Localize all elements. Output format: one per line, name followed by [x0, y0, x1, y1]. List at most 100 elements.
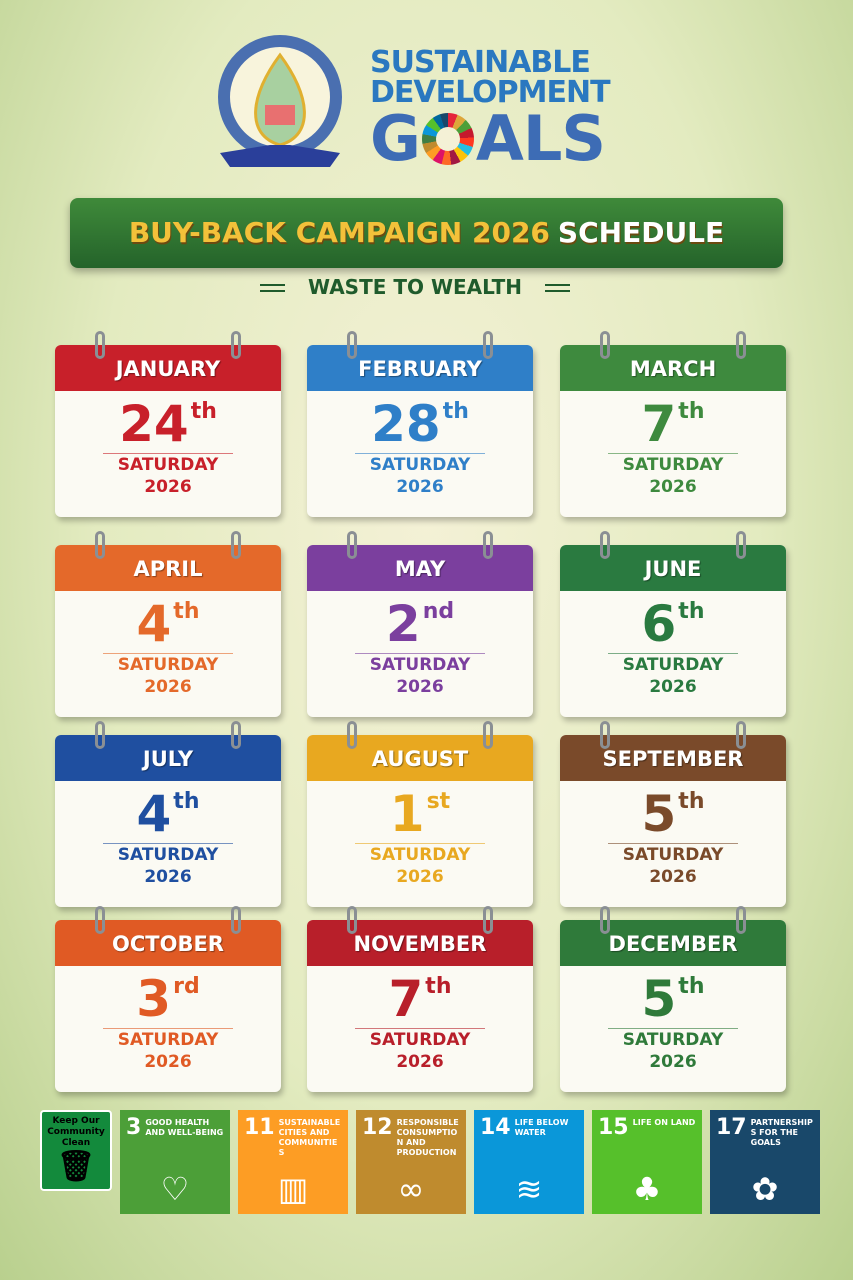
weekday: SATURDAY	[622, 455, 724, 475]
ring-icon	[231, 721, 241, 749]
keep-clean-sign: Keep Our Community Clean 🗑	[40, 1110, 112, 1191]
month-label: SEPTEMBER	[560, 735, 786, 781]
day: 24	[119, 395, 189, 453]
tile-header: 11 SUSTAINABLE CITIES AND COMMUNITIES	[244, 1116, 342, 1158]
day: 5	[641, 970, 677, 1028]
weekday: SATURDAY	[117, 845, 219, 865]
sdg-line1: SUSTAINABLE	[370, 45, 591, 80]
weekday: SATURDAY	[622, 845, 724, 865]
ring-icon	[95, 906, 105, 934]
ring-icon	[600, 906, 610, 934]
ring-icon	[231, 906, 241, 934]
month-label: JANUARY	[55, 345, 281, 391]
weekday: SATURDAY	[369, 455, 471, 475]
sdg-tile-3: 3 GOOD HEALTH AND WELL-BEING ♡	[120, 1110, 230, 1214]
day-suffix: th	[173, 789, 200, 814]
weekday: SATURDAY	[622, 655, 724, 675]
sdg-title: SUSTAINABLE DEVELOPMENT G ALS	[370, 45, 611, 175]
header: SUSTAINABLE DEVELOPMENT G ALS	[200, 30, 620, 180]
divider	[608, 843, 738, 844]
day: 4	[136, 595, 172, 653]
ring-icon	[600, 531, 610, 559]
day: 7	[641, 395, 677, 453]
month-label: OCTOBER	[55, 920, 281, 966]
year: 2026	[144, 677, 192, 697]
day-suffix: st	[426, 789, 451, 814]
divider	[103, 453, 233, 454]
ring-icon	[736, 531, 746, 559]
ring-icon	[95, 721, 105, 749]
year: 2026	[396, 677, 444, 697]
month-label: DECEMBER	[560, 920, 786, 966]
goal-number: 12	[362, 1115, 393, 1140]
sdg-tile-17: 17 PARTNERSHIPS FOR THE GOALS ✿	[710, 1110, 820, 1214]
year: 2026	[649, 677, 697, 697]
divider	[103, 843, 233, 844]
keep-clean-text: Keep Our Community Clean	[47, 1116, 105, 1148]
sdg-tile-11: 11 SUSTAINABLE CITIES AND COMMUNITIES ▥	[238, 1110, 348, 1214]
ring-icon	[600, 721, 610, 749]
day: 5	[641, 785, 677, 843]
goal-label: LIFE ON LAND	[632, 1118, 696, 1127]
ring-icon	[231, 331, 241, 359]
day-suffix: th	[678, 974, 705, 999]
divider	[355, 843, 485, 844]
year: 2026	[396, 1052, 444, 1072]
sdg-tiles: Keep Our Community Clean 🗑 3 GOOD HEALTH A…	[40, 1110, 820, 1214]
ring-icon	[347, 531, 357, 559]
divider	[608, 453, 738, 454]
goal-number: 3	[126, 1115, 142, 1140]
day: 3	[136, 970, 172, 1028]
year: 2026	[649, 477, 697, 497]
heartbeat-icon: ♡	[160, 1170, 190, 1208]
infinity-icon: ∞	[397, 1170, 425, 1208]
ring-icon	[231, 531, 241, 559]
day-suffix: th	[442, 399, 469, 424]
day: 2	[385, 595, 421, 653]
month-label: JUNE	[560, 545, 786, 591]
year: 2026	[396, 477, 444, 497]
tile-header: 12 RESPONSIBLE CONSUMPTION AND PRODUCTION	[362, 1116, 460, 1158]
banner-title: BUY-BACK CAMPAIGN 2026	[128, 216, 550, 249]
goal-label: PARTNERSHIPS FOR THE GOALS	[750, 1118, 813, 1147]
day-suffix: th	[173, 599, 200, 624]
year: 2026	[649, 1052, 697, 1072]
tree-icon: ♣	[632, 1170, 662, 1208]
weekday: SATURDAY	[369, 845, 471, 865]
title-banner: BUY-BACK CAMPAIGN 2026 SCHEDULE	[70, 198, 783, 268]
rings-icon: ✿	[751, 1170, 779, 1208]
tile-header: 3 GOOD HEALTH AND WELL-BEING	[126, 1116, 224, 1140]
day: 28	[371, 395, 441, 453]
goal-label: RESPONSIBLE CONSUMPTION AND PRODUCTION	[396, 1118, 459, 1157]
goals-rest: ALS	[475, 102, 606, 175]
year: 2026	[396, 867, 444, 887]
ring-icon	[600, 331, 610, 359]
day: 6	[641, 595, 677, 653]
weekday: SATURDAY	[369, 655, 471, 675]
goal-label: SUSTAINABLE CITIES AND COMMUNITIES	[278, 1118, 341, 1157]
tile-header: 15 LIFE ON LAND	[598, 1116, 696, 1140]
day: 7	[388, 970, 424, 1028]
goal-number: 14	[480, 1115, 511, 1140]
ring-icon	[483, 721, 493, 749]
year: 2026	[649, 867, 697, 887]
weekday: SATURDAY	[622, 1030, 724, 1050]
divider	[608, 1028, 738, 1029]
month-label: APRIL	[55, 545, 281, 591]
